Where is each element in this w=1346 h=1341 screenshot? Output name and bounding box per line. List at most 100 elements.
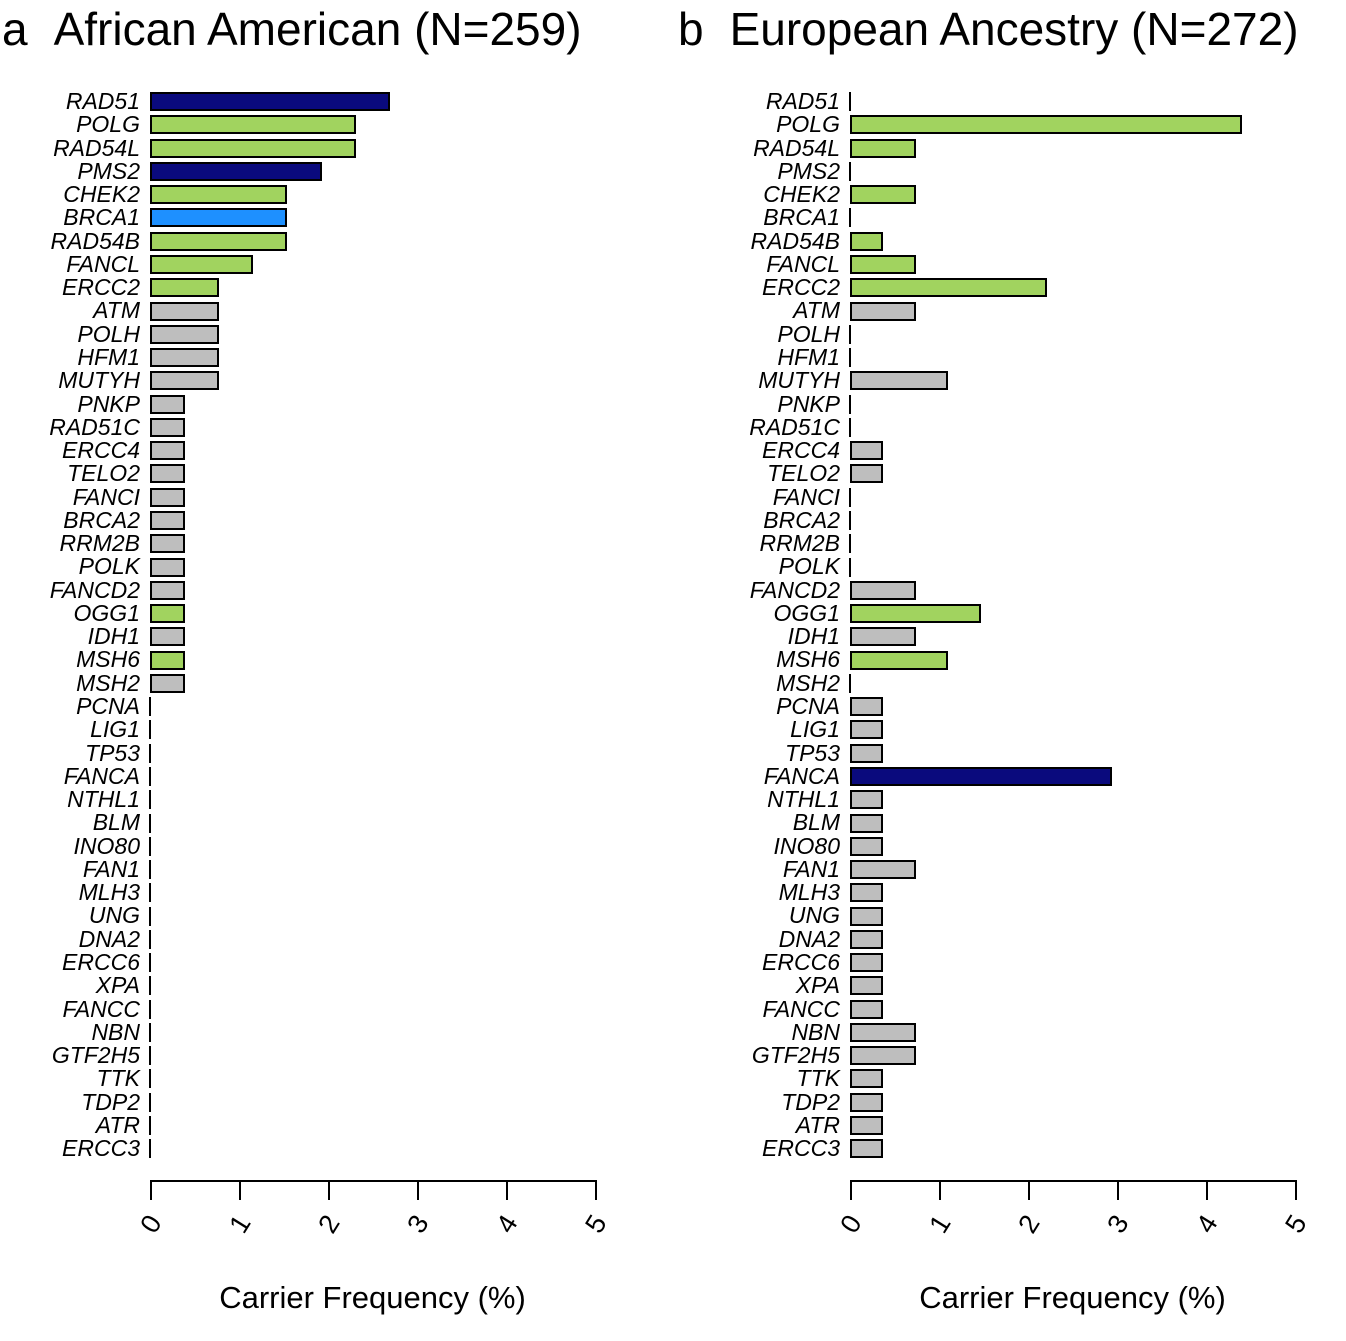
- gene-label: RAD54B: [50, 227, 140, 254]
- gene-label: FANCI: [72, 483, 140, 510]
- gene-label: FANCA: [63, 762, 140, 789]
- panel-b-tag: b: [678, 3, 704, 55]
- bar: [850, 627, 916, 647]
- bar: [150, 208, 287, 228]
- gene-label: FAN1: [782, 855, 840, 882]
- gene-label: CHEK2: [763, 181, 840, 208]
- gene-label: POLG: [776, 111, 840, 138]
- bar: [150, 255, 253, 275]
- zero-value-stub: [149, 953, 151, 973]
- gene-label: FANCC: [62, 995, 140, 1022]
- bar: [850, 976, 883, 996]
- bar: [150, 394, 185, 414]
- gene-label: POLK: [78, 553, 140, 580]
- gene-label: ATR: [795, 1111, 840, 1138]
- x-axis-tick: [1295, 1180, 1297, 1200]
- gene-label: RRM2B: [59, 530, 140, 557]
- zero-value-stub: [149, 766, 151, 786]
- zero-value-stub: [149, 1022, 151, 1042]
- bar: [150, 510, 185, 530]
- x-axis-tick: [1206, 1180, 1208, 1200]
- x-axis-tick-label: 4: [1189, 1209, 1224, 1239]
- x-axis-tick-label: 0: [133, 1209, 168, 1239]
- gene-label: BLM: [92, 809, 140, 836]
- gene-label: IDH1: [787, 623, 840, 650]
- gene-label: TP53: [785, 739, 840, 766]
- x-axis-tick-label: 2: [311, 1209, 346, 1239]
- bar: [150, 650, 185, 670]
- gene-label: MSH6: [776, 646, 840, 673]
- bar: [850, 604, 981, 624]
- gene-label: ERCC2: [62, 274, 140, 301]
- gene-label: BLM: [792, 809, 840, 836]
- gene-label: RAD51C: [49, 413, 140, 440]
- x-axis-tick-label: 3: [400, 1209, 435, 1239]
- bar: [850, 813, 883, 833]
- x-axis-line: [150, 1180, 597, 1182]
- gene-label: RRM2B: [759, 530, 840, 557]
- bar: [850, 301, 916, 321]
- gene-label: TTK: [96, 1065, 140, 1092]
- gene-label: LIG1: [90, 716, 140, 743]
- gene-label: UNG: [788, 902, 840, 929]
- bar: [850, 1069, 883, 1089]
- gene-label: TDP2: [781, 1088, 840, 1115]
- gene-label: TP53: [85, 739, 140, 766]
- gene-label: IDH1: [87, 623, 140, 650]
- bar: [150, 673, 185, 693]
- gene-label: MSH6: [76, 646, 140, 673]
- gene-label: NTHL1: [767, 786, 840, 813]
- gene-label: LIG1: [790, 716, 840, 743]
- x-axis-tick: [506, 1180, 508, 1200]
- gene-label: RAD51C: [749, 413, 840, 440]
- x-axis-tick: [150, 1180, 152, 1200]
- bar: [150, 441, 185, 461]
- x-axis-line: [850, 1180, 1297, 1182]
- bar: [850, 883, 883, 903]
- x-axis-tick-label: 3: [1100, 1209, 1135, 1239]
- x-axis-title: Carrier Frequency (%): [219, 1280, 526, 1315]
- bar: [850, 766, 1112, 786]
- bar: [850, 1092, 883, 1112]
- gene-label: XPA: [95, 972, 140, 999]
- gene-label: FAN1: [82, 855, 140, 882]
- zero-value-stub: [849, 394, 851, 414]
- gene-label: FANCI: [772, 483, 840, 510]
- bar: [150, 92, 390, 112]
- bar: [150, 231, 287, 251]
- x-axis-tick: [595, 1180, 597, 1200]
- gene-label: FANCL: [766, 250, 840, 277]
- gene-label: PNKP: [77, 390, 140, 417]
- bar: [850, 743, 883, 763]
- gene-label: MLH3: [778, 879, 840, 906]
- gene-label: OGG1: [773, 599, 840, 626]
- bar: [850, 860, 916, 880]
- x-axis-tick: [239, 1180, 241, 1200]
- gene-label: PMS2: [77, 157, 140, 184]
- gene-label: TELO2: [767, 460, 840, 487]
- bar: [850, 1116, 883, 1135]
- gene-label: DNA2: [78, 925, 140, 952]
- zero-value-stub: [149, 999, 151, 1019]
- gene-label: NBN: [91, 1018, 140, 1045]
- bar: [150, 604, 185, 624]
- gene-label: FANCL: [66, 250, 140, 277]
- bar: [150, 324, 219, 344]
- gene-label: BRCA1: [763, 204, 840, 231]
- gene-label: ERCC3: [62, 1135, 140, 1162]
- bar: [850, 580, 916, 600]
- bar: [150, 487, 185, 507]
- gene-label: RAD51: [765, 88, 840, 114]
- gene-label: ERCC2: [762, 274, 840, 301]
- gene-label: UNG: [88, 902, 140, 929]
- panel-b-title-text: European Ancestry (N=272): [729, 3, 1299, 55]
- gene-label: BRCA2: [63, 506, 140, 533]
- gene-label: ATM: [93, 297, 140, 324]
- x-axis-tick: [939, 1180, 941, 1200]
- zero-value-stub: [149, 1092, 151, 1112]
- bar: [150, 464, 185, 484]
- x-axis-tick: [1028, 1180, 1030, 1200]
- bar: [850, 371, 948, 391]
- bar: [850, 138, 916, 158]
